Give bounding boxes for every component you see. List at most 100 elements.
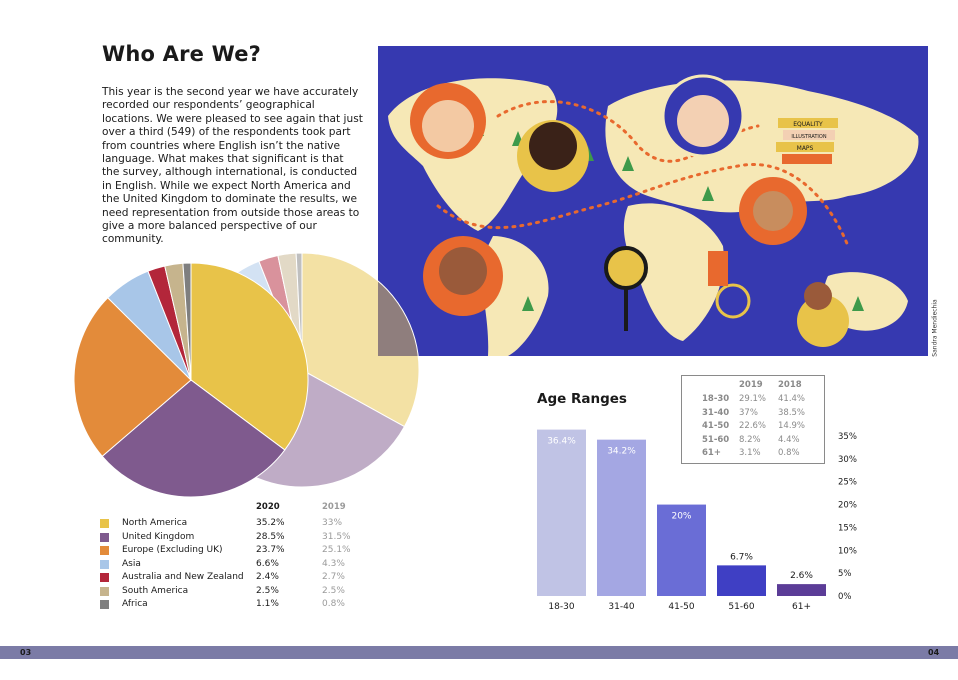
bar (777, 584, 826, 596)
legend-swatch (100, 573, 109, 582)
bar-data-label: 20% (671, 512, 691, 522)
legend-row: North America 35.2% 33% (100, 517, 380, 529)
pie-slice (301, 252, 420, 428)
legend-value-2020: 1.1% (256, 599, 279, 609)
bar-data-label: 6.7% (730, 552, 753, 562)
legend-value-2020: 23.7% (256, 545, 285, 555)
legend-swatch (100, 586, 109, 596)
bar (537, 429, 586, 596)
legend-swatch (100, 532, 109, 542)
books-stack (776, 118, 838, 164)
legend-swatch (100, 519, 109, 528)
pie-slice (190, 262, 309, 451)
legend-label: Europe (Excluding UK) (122, 545, 223, 555)
gender-sign-icon (604, 246, 648, 331)
legend-value-2019: 2.5% (322, 585, 345, 596)
legend-value-2019: 31.5% (322, 531, 351, 542)
table-header-2018: 2018 (778, 380, 802, 390)
page-number-left: 03 (20, 648, 32, 657)
legend-row: Africa 1.1% 0.8% (100, 598, 380, 610)
y-tick-label: 30% (838, 455, 857, 465)
x-tick-label: 51-60 (728, 602, 754, 612)
sign-maps: MAPS (797, 145, 814, 152)
sign-illustration: ILLUSTRATION (791, 134, 826, 140)
legend-value-2020: 35.2% (256, 518, 285, 528)
age-chart-title: Age Ranges (537, 391, 627, 407)
y-tick-label: 10% (838, 546, 857, 556)
portrait-2 (517, 120, 589, 192)
bar (717, 565, 766, 596)
portrait-1 (410, 83, 486, 159)
pie-slice (73, 297, 192, 457)
legend-value-2020: 2.5% (256, 585, 279, 596)
portrait-5 (423, 236, 503, 316)
table-value-2018: 0.8% (778, 448, 800, 458)
table-value-2019: 22.6% (739, 421, 767, 431)
y-tick-label: 25% (838, 478, 857, 488)
bar-data-label: 36.4% (547, 437, 576, 447)
portrait-4 (739, 177, 807, 245)
pie-slice (101, 379, 286, 498)
y-tick-label: 15% (838, 523, 857, 533)
table-value-2019: 8.2% (739, 434, 761, 445)
legend-header-2020: 2020 (256, 502, 280, 512)
legend-value-2020: 6.6% (256, 558, 279, 569)
table-age-range: 18-30 (702, 394, 730, 404)
portrait-6 (797, 282, 849, 347)
legend-value-2019: 25.1% (322, 545, 351, 555)
legend-header-2019: 2019 (322, 502, 346, 512)
footer-bar: 03 04 (0, 646, 958, 659)
table-value-2019: 37% (739, 407, 758, 418)
world-map-illustration: EQUALITY ILLUSTRATION MAPS (378, 46, 928, 356)
wheelchair-figure (708, 251, 751, 319)
x-tick-label: 61+ (792, 602, 811, 612)
x-tick-label: 18-30 (548, 602, 574, 612)
y-tick-label: 5% (838, 569, 852, 579)
bar-data-label: 34.2% (607, 447, 636, 457)
bar (657, 504, 706, 596)
table-value-2018: 38.5% (778, 407, 806, 418)
intro-paragraph: This year is the second year we have acc… (102, 86, 363, 246)
portrait-3 (661, 74, 745, 158)
africa-shape (623, 203, 724, 341)
table-value-2018: 41.4% (778, 394, 806, 404)
page-number-right: 04 (928, 648, 940, 657)
x-tick-label: 41-50 (668, 602, 694, 612)
table-age-range: 31-40 (702, 407, 730, 418)
legend-value-2019: 33% (322, 518, 343, 528)
pie-slice (182, 262, 192, 381)
table-age-range: 51-60 (702, 434, 730, 445)
bar (597, 439, 646, 596)
page-title: Who Are We? (102, 42, 262, 66)
legend-row: Europe (Excluding UK) 23.7% 25.1% (100, 544, 380, 556)
legend-row: South America 2.5% 2.5% (100, 585, 380, 597)
legend-value-2020: 28.5% (256, 531, 285, 542)
legend-row: Australia and New Zealand 2.4% 2.7% (100, 571, 380, 583)
legend-label: Asia (122, 558, 141, 569)
table-value-2019: 3.1% (739, 448, 761, 458)
legend-swatch (100, 600, 109, 609)
table-value-2019: 29.1% (739, 394, 767, 404)
table-age-range: 61+ (702, 448, 721, 458)
legend-label: Australia and New Zealand (122, 572, 244, 582)
pie-2020 (73, 262, 309, 498)
legend-value-2019: 0.8% (322, 599, 345, 609)
table-age-range: 41-50 (702, 421, 730, 431)
sign-equality: EQUALITY (793, 121, 823, 128)
table-value-2018: 4.4% (778, 434, 800, 445)
table-value-2018: 14.9% (778, 421, 806, 431)
table-header-2019: 2019 (739, 380, 763, 390)
legend-label: United Kingdom (122, 531, 195, 542)
world-map-art: EQUALITY ILLUSTRATION MAPS (388, 74, 919, 356)
y-tick-label: 20% (838, 501, 857, 511)
legend-row: United Kingdom 28.5% 31.5% (100, 531, 380, 543)
legend-label: North America (122, 518, 188, 528)
legend-value-2019: 4.3% (322, 558, 345, 569)
bar-data-label: 2.6% (790, 571, 813, 581)
legend-value-2020: 2.4% (256, 572, 279, 582)
age-comparison-table: 2019 2018 18-30 29.1% 41.4% 31-40 37% 38.5% 41… (681, 375, 825, 464)
legend-swatch (100, 559, 109, 569)
legend-label: South America (122, 585, 189, 596)
x-tick-label: 31-40 (608, 602, 634, 612)
